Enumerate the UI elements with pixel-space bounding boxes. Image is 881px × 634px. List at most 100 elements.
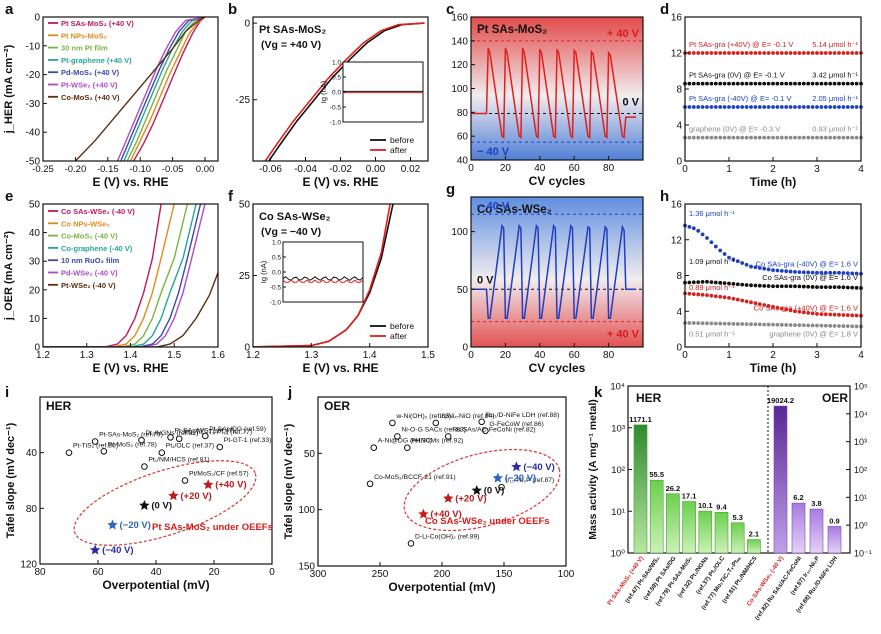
data-point [749,135,753,140]
data-point [771,81,775,86]
data-point [801,51,806,55]
x-tick-label: 4 [858,164,864,175]
series-label: Co SAs-gra (0V) @ E= 1.6 V [762,273,858,282]
data-point [753,301,758,306]
legend-entry: Co NPs-WSe₂ [61,219,110,228]
legend-entry: Pt SAs-MoS₂ (+40 V) [61,19,134,28]
y-tick-label: 8 [676,85,682,96]
data-point [784,307,789,312]
highlight-star [139,500,150,510]
data-point [850,51,855,55]
data-point [766,267,771,272]
data-point [828,312,833,317]
reference-point [202,432,209,440]
data-point [823,81,828,86]
x-tick-label: 100 [558,569,575,580]
panel-d: Pt SAs-gra (+40V) @ E= -0.1 V 5.14 μmol h… [660,1,864,189]
y-tick-label: 40 [29,228,41,239]
x-tick-label: 0 [682,164,688,175]
highlight-star [418,508,429,519]
series-line [471,223,637,319]
data-point [709,293,714,298]
data-point [749,81,753,86]
data-point [762,266,767,271]
data-point [845,105,850,109]
inset-y-tick-label: 0.0 [332,90,341,97]
series-line [43,272,218,347]
data-point [762,81,767,86]
data-point [819,81,824,86]
panel-letter: d [660,1,669,18]
reference-point [482,427,489,435]
panel-letter: a [5,1,14,18]
data-point [696,321,701,326]
data-point [687,224,692,229]
panel-letter: b [228,1,237,18]
data-point [806,135,811,140]
data-point [779,81,784,86]
y-tick-label: 10¹ [854,493,867,503]
data-point [823,105,828,109]
data-point [700,105,705,109]
inset-y-tick-label: 1.0 [332,60,341,67]
data-point [727,81,731,86]
data-point [793,51,797,55]
data-point [801,135,806,140]
series-label: Co SAs-gra (-40V) @ E= 1.6 V [756,260,858,269]
data-point [801,270,806,275]
data-point [806,51,811,55]
y-tick-label: -20 [26,70,41,81]
inset-y-tick-label: 0.0 [272,270,281,277]
x-tick-label: 200 [434,569,451,580]
x-axis-title: Time (h) [750,175,796,189]
y-tick-label: 0 [34,13,40,24]
data-point [788,269,793,274]
data-point [740,298,745,303]
data-point [779,51,784,55]
inset-y-tick-label: -0.5 [270,285,282,292]
data-point [775,268,780,273]
series-line [471,47,637,139]
y-tick-label: 10⁻¹ [854,549,872,559]
data-point [722,252,727,256]
data-point [722,281,727,286]
data-point [845,135,850,140]
y-tick-label: 160 [451,13,468,24]
bar-her [730,522,745,554]
data-point [793,309,797,314]
legend-entry: after [390,145,407,155]
y-tick-label: 10⁴ [854,409,868,419]
data-point [749,283,753,288]
data-point [753,135,758,140]
data-point [845,313,850,318]
y-tick-label: 100 [451,84,468,95]
reference-label: Pt-SAs/WS₂ (ref.47) [175,427,235,434]
x-tick-label: 0.00 [366,164,386,175]
reference-label: G-FeCoW (ref.86) [489,421,543,428]
data-point [727,321,731,326]
data-point [819,312,824,317]
x-tick-label: 40 [150,567,162,578]
data-point [841,324,846,328]
data-point [801,323,806,328]
data-point [740,322,745,326]
bar-her [666,493,680,554]
highlight-label: (−20 V) [505,473,536,484]
data-point [771,105,775,109]
y-axis-title: Mass activity (A mg⁻¹ metal) [587,399,599,540]
data-point [801,81,806,86]
y-tick-label: 10⁴ [610,382,625,393]
data-point [845,271,850,276]
series-rate: 2.05 μmol h⁻¹ [812,94,858,103]
field-label-positive: + 40 V [607,329,640,341]
highlight-star [492,472,503,483]
bar-her [714,512,729,554]
inset-y-tick-label: 0.5 [332,75,341,82]
data-point [749,322,753,327]
data-point [837,51,841,55]
data-point [705,321,709,326]
data-point [788,308,793,313]
data-point [779,135,784,140]
series-line [268,22,425,161]
data-point [727,295,731,300]
